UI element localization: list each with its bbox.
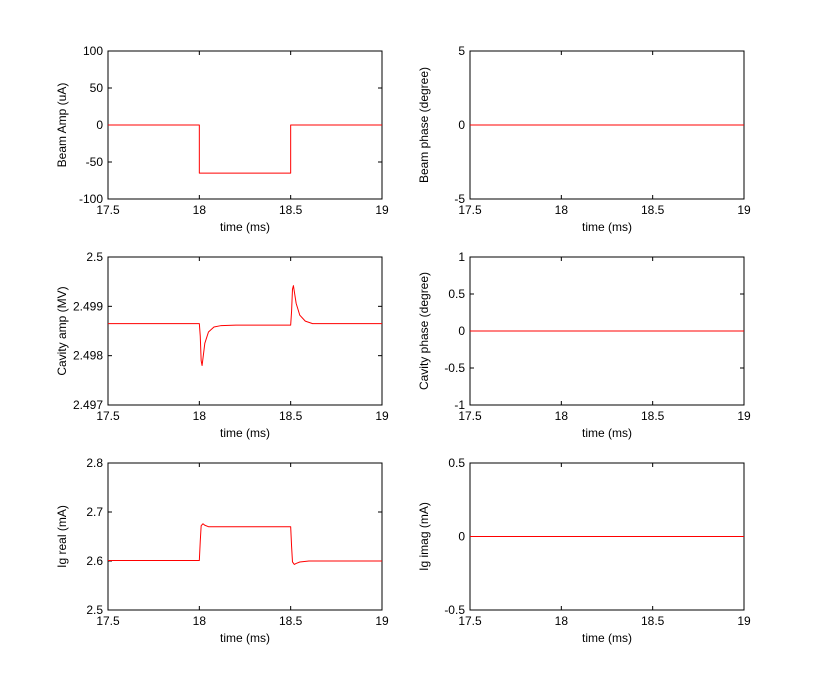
y-tick-label: 0 [458, 530, 465, 544]
subplot-4: 17.5 18 18.5 19 -1 -0.5 0 0.5 1 time (ms) Cavity p… [417, 250, 751, 440]
series-line [108, 124, 382, 174]
y-tick-label: -50 [86, 155, 104, 169]
y-tick-label: 2.498 [73, 349, 103, 363]
y-axis-label: Ig real (mA) [55, 505, 69, 568]
x-tick-label: 17.5 [96, 203, 120, 217]
x-tick-label: 18.5 [279, 409, 303, 423]
x-axis-label: time (ms) [582, 631, 632, 645]
x-tick-label: 18 [193, 614, 207, 628]
x-tick-label: 18 [555, 614, 569, 628]
y-axis-label: Cavity phase (degree) [417, 272, 431, 390]
subplot-6: 17.5 18 18.5 19 -0.5 0 0.5 time (ms) Ig imag (mA… [417, 456, 751, 645]
y-tick-label: 50 [90, 81, 104, 95]
x-tick-label: 19 [737, 203, 751, 217]
series-line [108, 523, 382, 565]
y-tick-label: -0.5 [444, 603, 465, 617]
y-tick-label: 2.7 [86, 505, 103, 519]
y-tick-label: 2.6 [86, 554, 103, 568]
x-axis-label: time (ms) [582, 426, 632, 440]
y-tick-label: -0.5 [444, 361, 465, 375]
x-tick-label: 19 [375, 614, 389, 628]
y-tick-label: -1 [454, 398, 465, 412]
y-tick-label: 2.5 [86, 250, 103, 264]
x-tick-label: 17.5 [458, 409, 482, 423]
y-axis-label: Beam phase (degree) [417, 67, 431, 183]
y-tick-label: 5 [458, 44, 465, 58]
y-tick-label: 1 [458, 250, 465, 264]
subplot-2: 17.5 18 18.5 19 -5 0 5 time (ms) Beam phase (deg… [417, 44, 751, 234]
x-tick-label: 18 [193, 203, 207, 217]
x-tick-label: 18.5 [641, 203, 665, 217]
y-axis-label: Ig imag (mA) [417, 502, 431, 571]
x-tick-label: 17.5 [96, 409, 120, 423]
subplot-3: 17.5 18 18.5 19 2.497 2.498 2.499 2.5 time (ms) C… [55, 250, 389, 440]
x-tick-label: 18.5 [641, 614, 665, 628]
subplot-1: 17.5 18 18.5 19 -100 -50 0 50 100 time (ms) Beam A… [55, 44, 389, 234]
x-tick-label: 19 [737, 409, 751, 423]
x-tick-label: 18 [555, 203, 569, 217]
y-tick-label: -5 [454, 192, 465, 206]
y-tick-label: 2.497 [73, 398, 103, 412]
x-tick-label: 17.5 [96, 614, 120, 628]
y-axis-label: Beam Amp (uA) [55, 83, 69, 168]
y-tick-label: 0.5 [448, 456, 465, 470]
y-tick-label: 0 [458, 324, 465, 338]
series-line [108, 285, 382, 367]
axes-box [107, 462, 383, 611]
x-tick-label: 19 [375, 409, 389, 423]
x-tick-label: 18 [193, 409, 207, 423]
x-tick-label: 18.5 [279, 203, 303, 217]
x-tick-label: 18.5 [641, 409, 665, 423]
y-tick-label: 0.5 [448, 287, 465, 301]
y-tick-label: 0 [96, 118, 103, 132]
x-tick-label: 18.5 [279, 614, 303, 628]
y-tick-label: 2.5 [86, 603, 103, 617]
y-tick-label: 2.499 [73, 299, 103, 313]
x-tick-label: 19 [375, 203, 389, 217]
x-tick-label: 19 [737, 614, 751, 628]
y-axis-label: Cavity amp (MV) [55, 286, 69, 375]
x-tick-label: 18 [555, 409, 569, 423]
x-axis-label: time (ms) [220, 220, 270, 234]
subplot-5: 17.5 18 18.5 19 2.5 2.6 2.7 2.8 time (ms) Ig real… [55, 456, 389, 645]
y-tick-label: 100 [83, 44, 103, 58]
x-axis-label: time (ms) [220, 631, 270, 645]
axes-box [107, 256, 383, 406]
x-axis-label: time (ms) [582, 220, 632, 234]
x-tick-label: 17.5 [458, 614, 482, 628]
x-tick-label: 17.5 [458, 203, 482, 217]
y-tick-label: 0 [458, 118, 465, 132]
y-tick-label: 2.8 [86, 456, 103, 470]
y-tick-label: -100 [79, 192, 103, 206]
x-axis-label: time (ms) [220, 426, 270, 440]
